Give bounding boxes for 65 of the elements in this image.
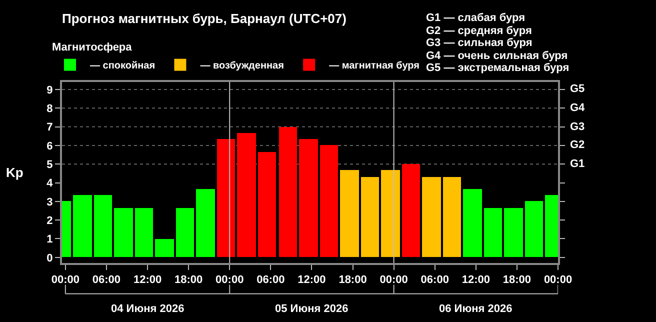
ref-line-label: G4 bbox=[570, 102, 586, 114]
y-tick-label: 8 bbox=[46, 102, 53, 115]
bar bbox=[484, 208, 502, 257]
bar bbox=[279, 127, 297, 257]
bar bbox=[94, 195, 112, 257]
text: G3 — сильная буря bbox=[426, 37, 532, 49]
ref-line-label: G2 bbox=[570, 139, 585, 151]
text: 05 Июня 2026 bbox=[275, 303, 348, 315]
bar bbox=[258, 152, 276, 257]
bar bbox=[443, 177, 461, 257]
legend-label: — спокойная bbox=[90, 60, 156, 72]
legend-label: — возбужденная bbox=[200, 60, 284, 72]
bar bbox=[340, 170, 359, 257]
x-tick-label: 12:00 bbox=[133, 274, 162, 286]
y-tick-label: 6 bbox=[46, 140, 53, 152]
bar bbox=[320, 145, 338, 257]
x-tick-label: 00:00 bbox=[216, 274, 244, 286]
y-tick-label: 9 bbox=[46, 84, 53, 96]
bar bbox=[237, 133, 256, 257]
bar bbox=[135, 208, 153, 257]
y-tick-label: 7 bbox=[46, 122, 53, 134]
ref-line-label: G5 bbox=[570, 83, 585, 95]
y-tick-label: 2 bbox=[46, 214, 53, 227]
x-tick-label: 06:00 bbox=[420, 274, 449, 286]
bar bbox=[381, 170, 400, 257]
bar bbox=[196, 189, 215, 257]
x-tick-label: 18:00 bbox=[502, 274, 532, 286]
y-tick-label: 1 bbox=[46, 234, 53, 246]
y-tick-label: 3 bbox=[46, 196, 53, 208]
x-tick-label: 00:00 bbox=[544, 274, 572, 286]
bar bbox=[217, 139, 235, 257]
bar bbox=[402, 164, 420, 257]
bar bbox=[114, 208, 133, 257]
x-tick-label: 06:00 bbox=[92, 274, 121, 286]
ref-line-label: G3 bbox=[570, 121, 585, 133]
y-tick-label: 0 bbox=[46, 252, 53, 264]
y-axis-title: Kp bbox=[6, 165, 24, 180]
text: G1 — слабая буря bbox=[426, 12, 526, 24]
y-tick-label: 5 bbox=[46, 158, 53, 171]
bar bbox=[176, 208, 194, 257]
x-tick-label: 18:00 bbox=[338, 274, 367, 286]
text: G4 — очень сильная буря bbox=[426, 50, 568, 62]
text: 04 Июня 2026 bbox=[111, 303, 184, 315]
bar bbox=[463, 189, 482, 257]
x-tick-label: 12:00 bbox=[298, 274, 326, 286]
x-tick-label: 00:00 bbox=[51, 274, 80, 286]
bar bbox=[73, 195, 92, 257]
text: G2 — средняя буря bbox=[426, 25, 532, 37]
x-tick-label: 00:00 bbox=[380, 274, 408, 286]
legend-title: Магнитосфера bbox=[52, 41, 133, 54]
x-tick-label: 18:00 bbox=[174, 274, 203, 286]
legend-label: — магнитная буря bbox=[329, 60, 420, 72]
bar bbox=[299, 139, 318, 257]
x-tick-label: 06:00 bbox=[256, 274, 285, 286]
chart-title: Прогноз магнитных бурь, Барнаул (UTC+07) bbox=[62, 11, 346, 26]
bar bbox=[525, 201, 543, 257]
x-tick-label: 12:00 bbox=[462, 274, 490, 286]
bar bbox=[361, 177, 379, 257]
ref-line-label: G1 bbox=[570, 158, 585, 170]
text: 06 Июня 2026 bbox=[439, 303, 512, 315]
bar bbox=[155, 239, 174, 257]
y-tick-label: 4 bbox=[46, 178, 54, 190]
bar bbox=[504, 208, 523, 257]
text: G5 — экстремальная буря bbox=[426, 62, 570, 74]
bar bbox=[422, 177, 441, 257]
